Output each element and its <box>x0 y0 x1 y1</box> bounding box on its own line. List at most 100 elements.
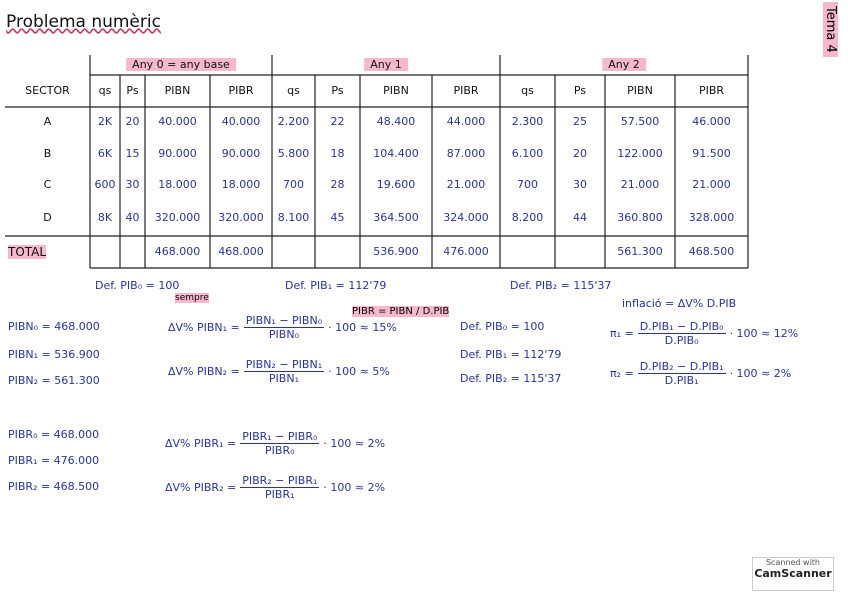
table-cell: 91.500 <box>692 147 731 160</box>
formula-result: · 100 ≈ 2% <box>323 481 386 494</box>
numerator: PIBR₂ − PIBR₁ <box>240 474 320 488</box>
table-cell: 2K <box>97 115 113 128</box>
footer-brand: CamScanner <box>754 567 832 580</box>
fraction: PIBN₁ − PIBN₀ PIBN₀ <box>243 314 325 341</box>
table-cell: qs <box>287 84 300 97</box>
table-cell: 561.300 <box>617 245 663 258</box>
formula-result: · 100 ≈ 2% <box>323 437 386 450</box>
list-item: PIBN₁ = 536.900 <box>8 348 100 361</box>
formula-result: · 100 ≈ 12% <box>729 327 799 340</box>
formula-result: · 100 ≈ 2% <box>729 367 792 380</box>
table-cell: 536.900 <box>373 245 419 258</box>
table-cell: 18.000 <box>221 178 261 191</box>
formula-label: ΔV% PIBR₁ = <box>165 437 237 450</box>
table-cell: 21.000 <box>620 178 660 191</box>
table-cell: 324.000 <box>443 211 489 224</box>
table-cell: 20 <box>125 115 140 128</box>
deflator: Def. PIB₁ = 112'79 <box>285 279 387 292</box>
table-cell: 468.000 <box>154 245 201 258</box>
formula: π₁ = D.PIB₁ − D.PIB₀ D.PIB₀ · 100 ≈ 12% <box>610 320 798 347</box>
note: PIBR = PIBN / D.PIB <box>352 306 450 317</box>
fraction: D.PIB₂ − D.PIB₁ D.PIB₁ <box>637 360 726 387</box>
formula-label: π₁ = <box>610 327 634 340</box>
list-item: Def. PIB₁ = 112'79 <box>460 348 562 361</box>
table-cell: PIBR <box>228 84 254 97</box>
note: sempre <box>175 293 209 303</box>
denominator: D.PIB₀ <box>664 334 699 347</box>
table-cell: PIBN <box>383 84 409 97</box>
list-item: PIBR₀ = 468.000 <box>8 428 100 441</box>
table-cell: PIBR <box>453 84 479 97</box>
table-cell: 25 <box>573 115 587 128</box>
group-header: Any 2 <box>602 58 646 71</box>
denominator: PIBR₁ <box>265 488 295 501</box>
table-cell: 364.500 <box>373 211 419 224</box>
table-cell: 40.000 <box>158 115 197 128</box>
table-cell: 46.000 <box>692 115 731 128</box>
table-cell: qs <box>98 84 112 97</box>
table-cell: 2.300 <box>511 115 544 128</box>
formula-result: · 100 ≈ 15% <box>328 321 397 334</box>
table-cell: 21.000 <box>692 178 731 191</box>
table-cell: 700 <box>283 178 304 191</box>
fraction: PIBR₂ − PIBR₁ PIBR₁ <box>240 474 320 501</box>
table-cell: A <box>43 115 52 128</box>
table-cell: Ps <box>126 84 139 97</box>
list-item: PIBN₂ = 561.300 <box>8 374 100 387</box>
formula-label: ΔV% PIBN₁ = <box>168 321 240 334</box>
numerator: PIBN₂ − PIBN₁ <box>243 358 325 372</box>
table-cell: 40.000 <box>221 115 261 128</box>
numerator: PIBN₁ − PIBN₀ <box>243 314 325 328</box>
table-cell: 2.200 <box>277 115 310 128</box>
table-cell: 700 <box>517 178 538 191</box>
formula: ΔV% PIBR₁ = PIBR₁ − PIBR₀ PIBR₀ · 100 ≈ 2% <box>165 430 385 457</box>
table-cell: 57.500 <box>620 115 660 128</box>
table-cell: 90.000 <box>221 147 261 160</box>
fraction: PIBR₁ − PIBR₀ PIBR₀ <box>240 430 320 457</box>
table-cell: 360.800 <box>617 211 663 224</box>
table-cell: 6K <box>97 147 113 160</box>
denominator: PIBN₁ <box>268 372 299 385</box>
table-cell: PIBR <box>698 84 725 97</box>
numerator: D.PIB₂ − D.PIB₁ <box>637 360 726 374</box>
deflator: Def. PIB₂ = 115'37 <box>510 279 612 292</box>
footer: Scanned with CamScanner <box>752 557 834 591</box>
numerator: D.PIB₁ − D.PIB₀ <box>637 320 726 334</box>
formula-label: ΔV% PIBN₂ = <box>168 365 240 378</box>
table-cell: 320.000 <box>154 211 201 224</box>
table-cell: 468.500 <box>688 245 735 258</box>
list-item: PIBR₁ = 476.000 <box>8 454 100 467</box>
fraction: D.PIB₁ − D.PIB₀ D.PIB₀ <box>637 320 726 347</box>
table-cell: 28 <box>330 178 345 191</box>
table-cell: 18 <box>330 147 345 160</box>
formula: ΔV% PIBR₂ = PIBR₂ − PIBR₁ PIBR₁ · 100 ≈ 2% <box>165 474 385 501</box>
table-cell: 5.800 <box>277 147 310 160</box>
footer-line: Scanned with <box>765 558 821 567</box>
table-cell: 45 <box>330 211 345 224</box>
table-cell: PIBN <box>627 84 653 97</box>
table-cell: SECTOR <box>25 84 70 97</box>
table-cell: Ps <box>573 84 587 97</box>
deflator: Def. PIB₀ = 100 <box>95 279 180 292</box>
table-cell: 8K <box>97 211 113 224</box>
table-cell: 40 <box>125 211 140 224</box>
formula-label: ΔV% PIBR₂ = <box>165 481 237 494</box>
formula: ΔV% PIBN₂ = PIBN₂ − PIBN₁ PIBN₁ · 100 ≈ 5% <box>168 358 390 385</box>
table-cell: 30 <box>125 178 140 191</box>
denominator: D.PIB₁ <box>664 374 699 387</box>
table-cell: 19.600 <box>376 178 416 191</box>
table-cell: 104.400 <box>373 147 419 160</box>
table-cell: 8.200 <box>511 211 544 224</box>
inflation-label: inflació = ΔV% D.PIB <box>622 297 737 310</box>
formula-result: · 100 ≈ 5% <box>328 365 390 378</box>
table-cell: 328.000 <box>688 211 735 224</box>
table-cell: 15 <box>125 147 140 160</box>
total-label: TOTAL <box>8 245 47 259</box>
table-cell: 22 <box>330 115 345 128</box>
table-cell: 44.000 <box>446 115 486 128</box>
table-cell: 30 <box>573 178 587 191</box>
group-header: Any 1 <box>364 58 408 71</box>
table-cell: B <box>43 147 52 160</box>
table-cell: PIBN <box>164 84 191 97</box>
table-cell: Ps <box>331 84 344 97</box>
